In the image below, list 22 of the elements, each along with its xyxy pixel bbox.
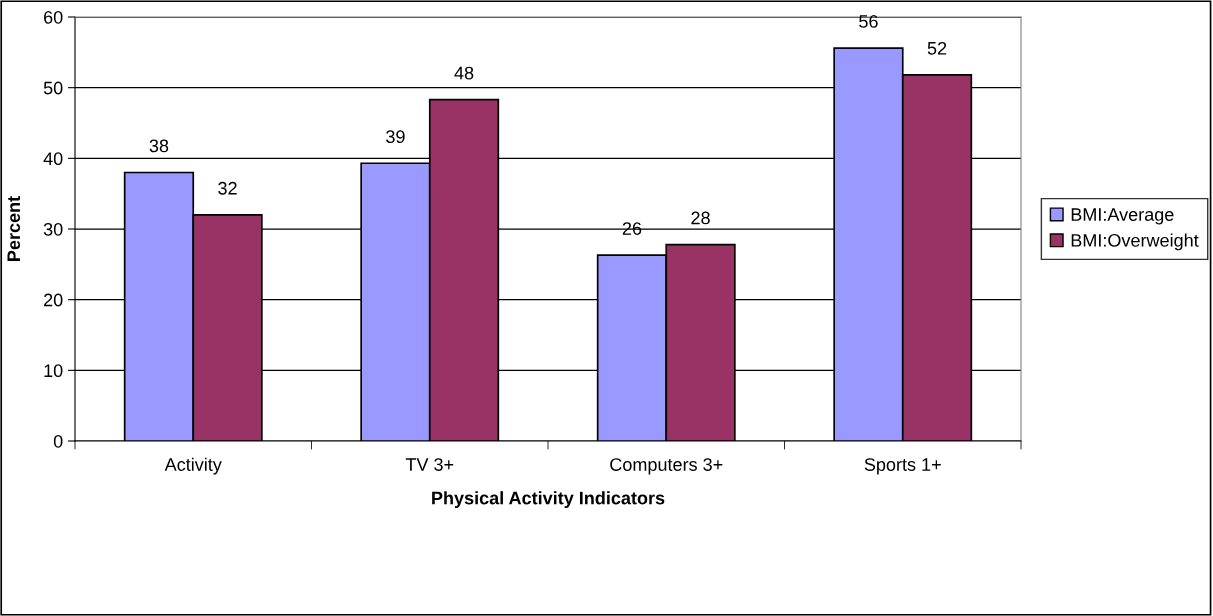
y-tick-label: 60 [44,10,63,24]
y-axis-title: Percent [7,196,21,261]
data-label: 28 [691,211,710,225]
legend-label: BMI:Overweight [1071,233,1199,251]
y-tick-label: 20 [44,293,63,307]
x-tick-label: Activity [164,457,222,475]
data-label: 56 [859,15,878,28]
y-tick-label: 50 [43,81,63,95]
y-tick-label: 30 [43,222,63,236]
x-tick-label: Computers 3+ [610,458,723,475]
x-tick-label: TV 3+ [405,458,454,471]
y-tick-label: 10 [44,364,63,378]
x-axis-title: Physical Activity Indicators [432,491,665,508]
y-tick-label: 40 [43,152,63,166]
data-label: 32 [218,181,237,195]
legend-label: BMI:Average [1071,208,1174,225]
data-label: 48 [454,66,474,80]
data-label: 52 [927,41,947,55]
x-tick-label: Sports 1+ [864,458,941,475]
data-label: 38 [149,139,169,153]
data-label: 39 [386,130,405,144]
y-tick-label: 0 [53,434,63,448]
